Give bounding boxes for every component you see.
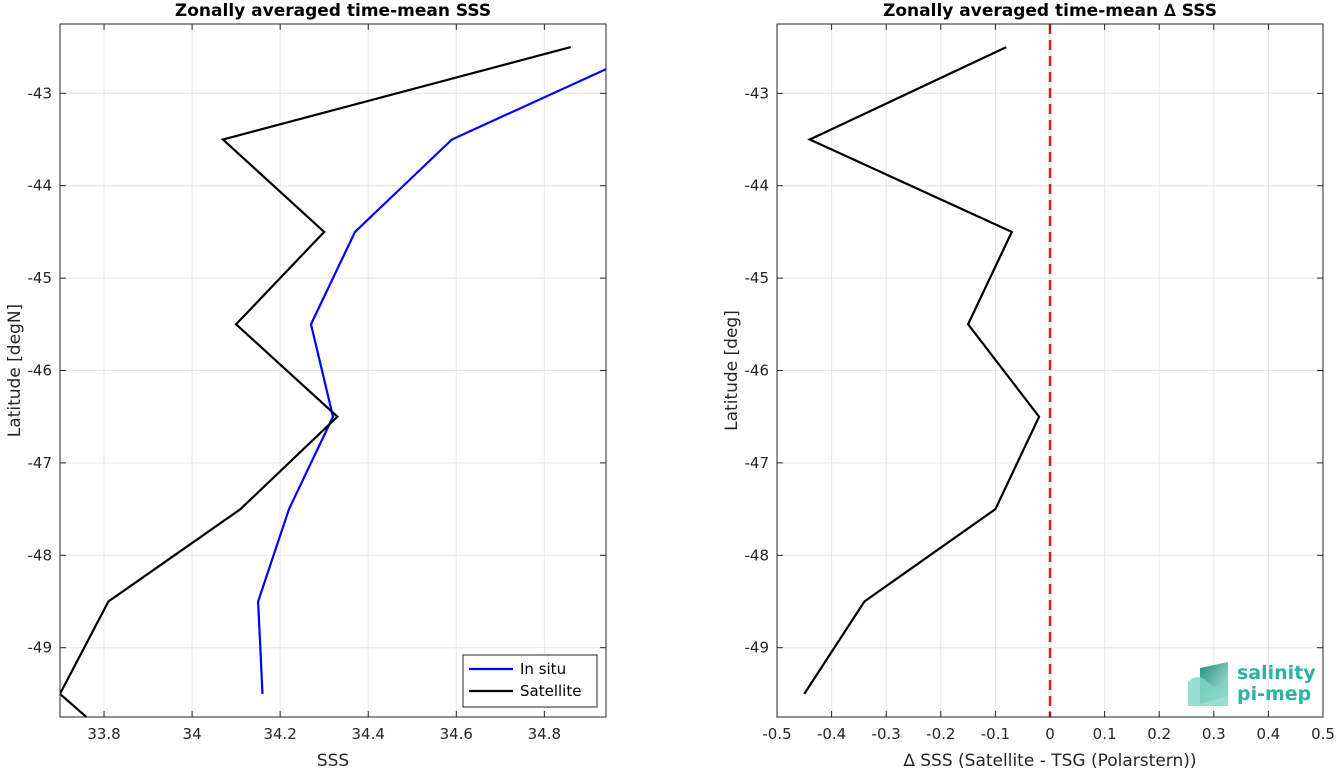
legend: In situ Satellite <box>462 654 598 708</box>
salinity-pi-mep-logo: salinity pi-mep <box>1188 662 1316 706</box>
series-group <box>60 46 606 717</box>
x-tick-label: 34.4 <box>352 725 385 743</box>
x-tick-label: -0.4 <box>817 725 846 743</box>
logo-text-pi-mep: pi-mep <box>1237 683 1311 705</box>
y-tick-label: -43 <box>745 84 770 102</box>
legend-box <box>462 654 598 708</box>
x-tick-label: 34 <box>183 725 202 743</box>
x-tick-label: 0.3 <box>1202 725 1226 743</box>
legend-label: In situ <box>520 660 566 678</box>
y-tick-label: -44 <box>745 177 770 195</box>
series-line-0 <box>803 46 1041 695</box>
x-axis-label: ∆ SSS (Satellite - TSG (Polarstern)) <box>902 751 1196 769</box>
y-tick-label: -47 <box>745 454 770 472</box>
logo-text-salinity: salinity <box>1237 662 1316 684</box>
y-tick-label: -46 <box>745 362 770 380</box>
chart-panel-delta-sss: -0.5 -0.4 -0.3 -0.2 -0.1 0 0.1 0.2 0.3 0.4 0.5 -49 -… <box>722 1 1335 769</box>
y-tick-label: -46 <box>28 362 53 380</box>
series-line-satellite <box>60 46 572 717</box>
y-tick-label: -45 <box>28 269 53 287</box>
x-tick-label: -0.3 <box>872 725 901 743</box>
y-tick-label: -49 <box>745 639 770 657</box>
x-tick-label: 34.8 <box>528 725 561 743</box>
x-tick-label: -0.1 <box>981 725 1010 743</box>
x-tick-label: 0.2 <box>1147 725 1171 743</box>
y-tick-label: -44 <box>28 177 53 195</box>
y-tick-label: -43 <box>28 84 53 102</box>
x-tick-label: 0.1 <box>1093 725 1117 743</box>
series-line-in-situ <box>256 67 606 694</box>
series-group <box>803 46 1041 695</box>
x-tick-label: 33.8 <box>87 725 120 743</box>
x-axis-label: SSS <box>317 751 349 769</box>
chart-panel-sss: 33.8 34 34.2 34.4 34.6 34.8 -49 -48 -47 -46 -45 -44… <box>5 1 607 769</box>
x-tick-label: 0 <box>1045 725 1055 743</box>
x-tick-label: 34.6 <box>440 725 473 743</box>
x-tick-label: -0.5 <box>762 725 791 743</box>
x-tick-label: 0.5 <box>1311 725 1335 743</box>
x-tick-label: 34.2 <box>263 725 296 743</box>
y-tick-label: -45 <box>745 269 770 287</box>
x-tick-label: 0.4 <box>1256 725 1280 743</box>
y-axis-label: Latitude [deg] <box>722 310 742 431</box>
chart-title: Zonally averaged time-mean ∆ SSS <box>883 1 1217 21</box>
y-tick-label: -48 <box>745 546 770 564</box>
y-axis-label: Latitude [degN] <box>5 304 25 437</box>
y-tick-label: -47 <box>28 454 53 472</box>
y-tick-label: -48 <box>28 546 53 564</box>
legend-label: Satellite <box>520 682 581 700</box>
chart-title: Zonally averaged time-mean SSS <box>175 1 491 21</box>
x-tick-label: -0.2 <box>926 725 955 743</box>
y-tick-label: -49 <box>28 639 53 657</box>
